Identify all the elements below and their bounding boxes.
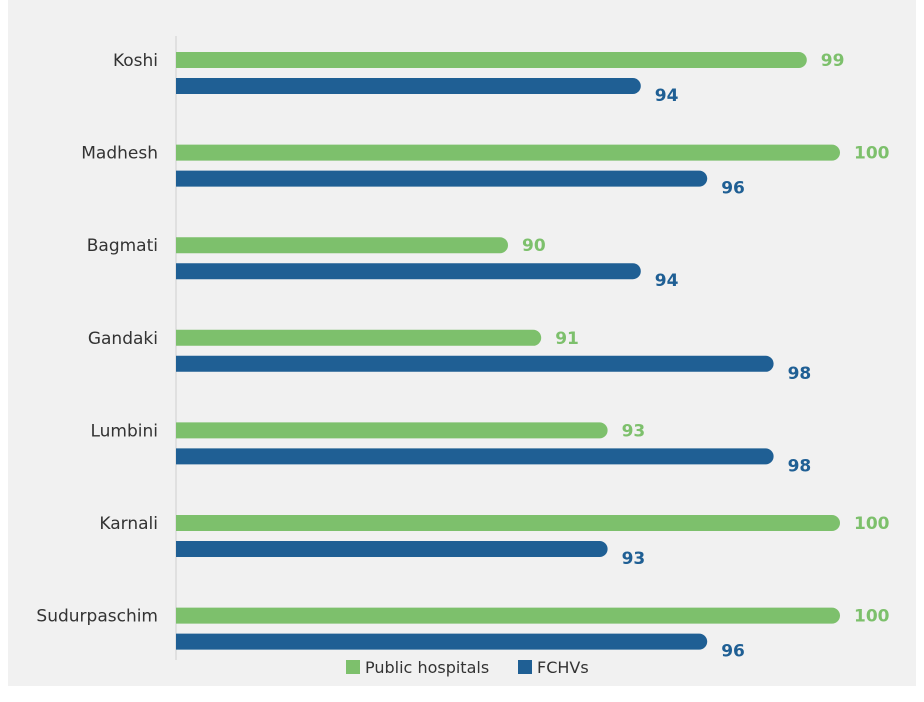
category-label: Karnali [99, 514, 158, 534]
data-label: 96 [721, 179, 745, 199]
data-label: 98 [788, 364, 812, 384]
category-label: Gandaki [88, 329, 158, 349]
data-label: 94 [655, 271, 679, 291]
bar-fchvs [176, 541, 608, 557]
category-label: Lumbini [90, 421, 158, 441]
bar-public-hospitals [176, 515, 840, 531]
bar-public-hospitals [176, 329, 542, 346]
legend-swatch [518, 660, 532, 674]
data-label: 91 [555, 329, 579, 349]
bar-fchvs [176, 170, 708, 187]
category-label: Koshi [113, 51, 158, 71]
data-label: 98 [788, 456, 812, 476]
data-label: 100 [854, 144, 890, 164]
category-label: Sudurpaschim [36, 607, 158, 627]
category-label: Madhesh [81, 144, 158, 164]
data-label: 93 [622, 421, 646, 441]
data-label: 99 [821, 51, 845, 71]
data-label: 90 [522, 236, 546, 256]
legend-swatch [346, 660, 360, 674]
bar-fchvs [176, 448, 774, 465]
bar-public-hospitals [176, 52, 807, 68]
bar-fchvs [176, 633, 708, 650]
data-label: 100 [854, 514, 890, 534]
bar-fchvs [176, 355, 774, 372]
legend-label: FCHVs [537, 658, 589, 677]
bar-public-hospitals [176, 607, 840, 624]
data-label: 96 [721, 642, 745, 662]
bar-public-hospitals [176, 144, 840, 161]
category-label: Bagmati [87, 236, 158, 256]
data-label: 93 [622, 549, 646, 569]
data-label: 100 [854, 607, 890, 627]
bar-public-hospitals [176, 422, 608, 439]
bar-fchvs [176, 263, 641, 280]
bar-public-hospitals [176, 237, 508, 254]
legend-label: Public hospitals [365, 658, 489, 677]
bar-fchvs [176, 78, 641, 94]
data-label: 94 [655, 86, 679, 106]
